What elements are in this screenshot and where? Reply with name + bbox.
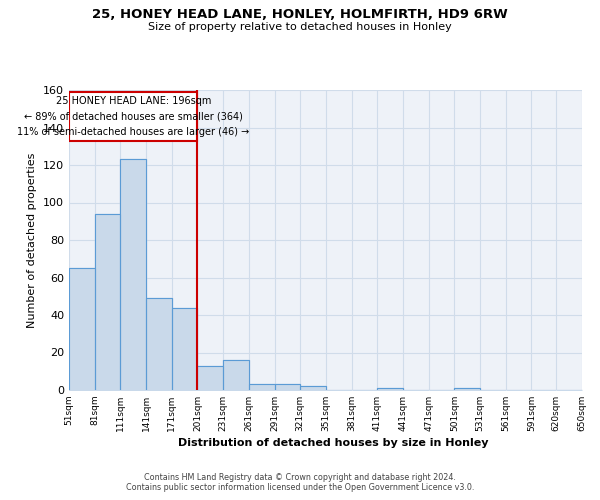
- Text: Contains HM Land Registry data © Crown copyright and database right 2024.
Contai: Contains HM Land Registry data © Crown c…: [126, 473, 474, 492]
- Text: Size of property relative to detached houses in Honley: Size of property relative to detached ho…: [148, 22, 452, 32]
- Y-axis label: Number of detached properties: Number of detached properties: [28, 152, 37, 328]
- Text: 25, HONEY HEAD LANE, HONLEY, HOLMFIRTH, HD9 6RW: 25, HONEY HEAD LANE, HONLEY, HOLMFIRTH, …: [92, 8, 508, 20]
- Text: 25 HONEY HEAD LANE: 196sqm
← 89% of detached houses are smaller (364)
11% of sem: 25 HONEY HEAD LANE: 196sqm ← 89% of deta…: [17, 96, 250, 137]
- Text: Distribution of detached houses by size in Honley: Distribution of detached houses by size …: [178, 438, 488, 448]
- FancyBboxPatch shape: [69, 92, 197, 140]
